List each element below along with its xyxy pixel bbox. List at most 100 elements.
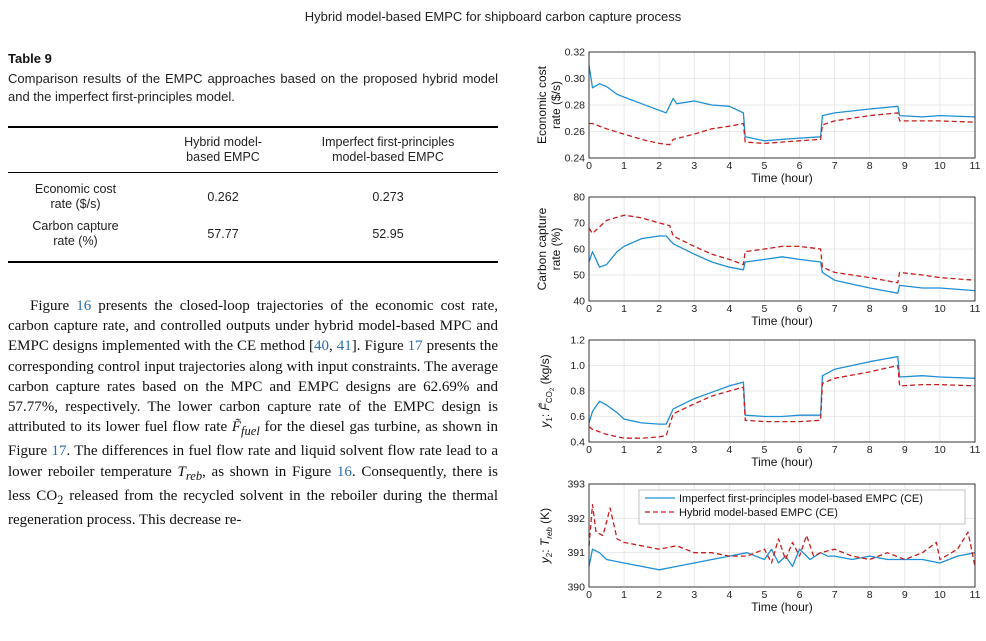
fuel-flow-symbol: F̃fuel bbox=[231, 419, 260, 439]
chart-panel-2: 0 1 2 3 4 5 6 7 8 9 10 11 40 50 60 70 80 Time (hour) Carbo… bbox=[535, 192, 981, 329]
y-tick-label: 0.8 bbox=[570, 386, 585, 398]
col-header-hybrid-line1: Hybrid model- bbox=[184, 135, 262, 149]
chart-panel-3: 0 1 2 3 4 5 6 7 8 9 10 11 0.4 0.6 0.8 1.0 1.2 Time (hour)… bbox=[537, 335, 981, 470]
y-tick-label: 40 bbox=[573, 296, 585, 308]
cell-capture-imperfect: 52.95 bbox=[372, 227, 404, 241]
x-tick-label: 4 bbox=[726, 589, 732, 601]
citation-40-link[interactable]: 40 bbox=[314, 338, 330, 355]
x-tick-label: 7 bbox=[832, 589, 838, 601]
x-tick-label: 9 bbox=[902, 303, 908, 315]
symbol-subscript: fuel bbox=[241, 424, 260, 439]
x-tick-label: 10 bbox=[934, 444, 946, 456]
x-tick-label: 7 bbox=[832, 160, 838, 172]
y-label-line: rate ($/s) bbox=[549, 81, 563, 129]
text-run: presents the corresponding control input… bbox=[8, 338, 499, 436]
x-tick-label: 5 bbox=[762, 160, 768, 172]
text-run: released from the recycled solvent in th… bbox=[8, 487, 499, 529]
reboiler-temp-symbol: Treb bbox=[177, 463, 203, 483]
co2-subscript: 2 bbox=[57, 492, 64, 507]
col-header-imperfect-line2: model-based EMPC bbox=[332, 150, 444, 164]
table-top-rule bbox=[8, 126, 498, 128]
x-tick-label: 11 bbox=[970, 160, 981, 172]
row-label-line: Carbon capture bbox=[32, 219, 119, 233]
figure-16-link[interactable]: 16 bbox=[76, 298, 92, 314]
y-axis-label: y1: F̃CO2 (kg/s) bbox=[537, 354, 556, 428]
x-tick-label: 3 bbox=[691, 160, 697, 172]
series-line-hybrid bbox=[588, 214, 976, 284]
y-tick-label: 60 bbox=[573, 244, 585, 256]
series-line-hybrid bbox=[588, 503, 976, 567]
series-line-imperfect bbox=[588, 355, 976, 425]
x-tick-label: 5 bbox=[762, 444, 768, 456]
x-tick-label: 11 bbox=[970, 303, 981, 315]
symbol-main: T bbox=[177, 463, 186, 480]
citation-41-link[interactable]: 41 bbox=[336, 338, 352, 355]
symbol-subscript: reb bbox=[185, 468, 203, 483]
x-tick-label: 6 bbox=[797, 589, 803, 601]
chart-panel-1: 0 1 2 3 4 5 6 7 8 9 10 11 0.24 0.26 0.28 0.30 0.32 Time (… bbox=[535, 47, 981, 186]
figure-16-link[interactable]: 16 bbox=[336, 463, 352, 480]
y-tick-label: 0.4 bbox=[570, 437, 585, 449]
y-tick-label: 1.0 bbox=[570, 360, 585, 372]
x-tick-label: 1 bbox=[621, 160, 627, 172]
y-tick-label: 393 bbox=[567, 479, 585, 491]
text-run: , as shown in Figure bbox=[202, 463, 337, 480]
axes-frame bbox=[588, 483, 976, 588]
x-tick-label: 8 bbox=[867, 160, 873, 172]
axes-frame bbox=[588, 51, 976, 159]
y-label-line: Economic cost bbox=[535, 65, 549, 144]
table-caption: Comparison results of the EMPC approache… bbox=[8, 71, 498, 104]
x-tick-label: 2 bbox=[656, 444, 662, 456]
cell-economic-hybrid: 0.262 bbox=[207, 190, 239, 204]
x-tick-label: 1 bbox=[621, 303, 627, 315]
x-axis-label: Time (hour) bbox=[751, 600, 813, 614]
x-axis-label: Time (hour) bbox=[751, 314, 813, 328]
x-tick-label: 8 bbox=[867, 303, 873, 315]
table-bottom-rule bbox=[8, 261, 498, 263]
x-tick-label: 9 bbox=[902, 589, 908, 601]
x-tick-label: 3 bbox=[691, 303, 697, 315]
legend-box bbox=[638, 489, 966, 525]
row-label-line: rate ($/s) bbox=[50, 197, 101, 211]
y-label-flow: F̃ bbox=[537, 402, 552, 410]
body-paragraph: Figure 16 presents the closed-loop traje… bbox=[8, 296, 498, 530]
figure-17-link[interactable]: 17 bbox=[407, 338, 423, 355]
series-line-imperfect bbox=[588, 235, 976, 294]
table-mid-rule bbox=[8, 172, 498, 173]
row-label-economic-cost: Economic cost rate ($/s) bbox=[18, 182, 133, 212]
x-tick-label: 3 bbox=[691, 589, 697, 601]
y-axis-label: Economic costrate ($/s) bbox=[535, 65, 563, 144]
y-axis-label: Carbon capturerate (%) bbox=[535, 207, 563, 290]
series-line-hybrid bbox=[588, 364, 976, 439]
y-tick-label: 0.30 bbox=[565, 73, 586, 85]
table-label: Table 9 bbox=[8, 51, 52, 66]
x-tick-label: 9 bbox=[902, 160, 908, 172]
y-tick-label: 0.28 bbox=[565, 100, 586, 112]
x-tick-label: 11 bbox=[970, 444, 981, 456]
y-tick-label: 50 bbox=[573, 270, 585, 282]
row-label-carbon-capture: Carbon capture rate (%) bbox=[18, 219, 133, 249]
y-tick-label: 1.2 bbox=[570, 335, 585, 347]
y-tick-label: 0.32 bbox=[565, 47, 586, 59]
running-head: Hybrid model-based EMPC for shipboard ca… bbox=[304, 9, 682, 24]
cell-capture-hybrid: 57.77 bbox=[207, 227, 239, 241]
x-tick-label: 10 bbox=[934, 160, 946, 172]
x-tick-label: 3 bbox=[691, 444, 697, 456]
symbol-main: F̃ bbox=[231, 419, 242, 436]
y-label-colon: : bbox=[538, 410, 552, 417]
y-label-line: rate (%) bbox=[549, 228, 563, 271]
y-label-temp: T bbox=[538, 537, 552, 546]
y-label-unit: (kg/s) bbox=[538, 354, 552, 387]
text-run: presents the closed-loop trajectories of… bbox=[8, 298, 498, 355]
x-tick-label: 2 bbox=[656, 303, 662, 315]
y-label-flow-sub: CO bbox=[545, 391, 554, 403]
col-header-imperfect-line1: Imperfect first-principles bbox=[321, 135, 455, 149]
x-tick-label: 4 bbox=[726, 444, 732, 456]
y-label-sub: 2 bbox=[545, 552, 554, 557]
figure-17-link[interactable]: 17 bbox=[51, 443, 67, 460]
x-tick-label: 4 bbox=[726, 160, 732, 172]
x-tick-label: 6 bbox=[797, 444, 803, 456]
x-tick-label: 1 bbox=[621, 589, 627, 601]
text-run: , bbox=[329, 338, 337, 355]
